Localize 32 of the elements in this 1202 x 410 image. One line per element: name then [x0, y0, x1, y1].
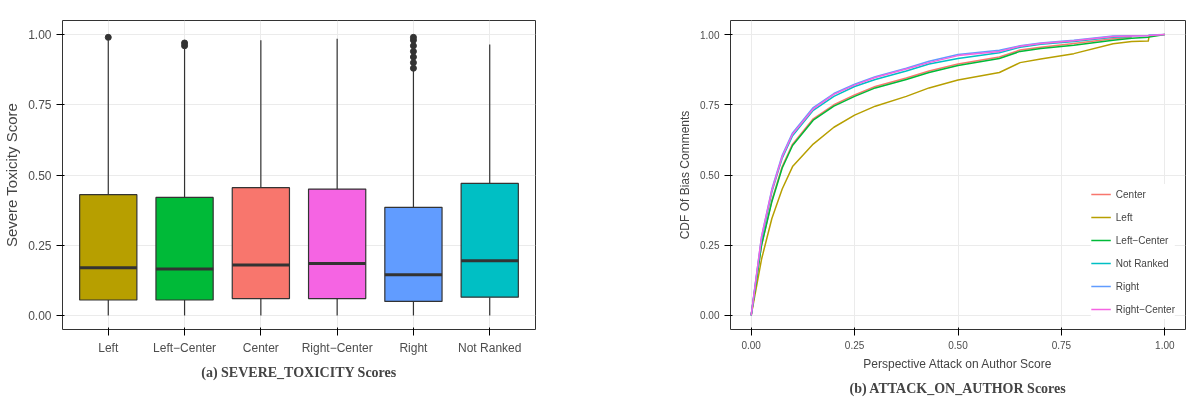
text: (a) SEVERE_TOXICITY Scores [201, 364, 397, 381]
y-tick-label: 0.50 [28, 168, 52, 183]
legend-label: Not Ranked [1115, 257, 1169, 269]
y-tick-label: 0.00 [28, 308, 52, 323]
x-tick-label: 0.00 [741, 339, 762, 351]
y-tick-label: 0.75 [28, 98, 52, 113]
x-tick-label: 1.00 [1155, 339, 1175, 351]
y-tick-label: 0.00 [700, 310, 720, 322]
legend-label: Center [1115, 188, 1146, 200]
x-tick-label: Center [242, 340, 279, 355]
y-tick-label: 1.00 [700, 29, 720, 41]
legend-label: Left−Center [1115, 234, 1169, 246]
y-tick-label: 0.25 [700, 240, 720, 252]
y-tick-label: 1.00 [28, 28, 52, 43]
y-tick-label: 0.25 [28, 238, 52, 253]
x-axis-title: Perspective Attack on Author Score [863, 356, 1052, 371]
y-tick-label: 0.75 [700, 99, 720, 111]
text: (b) ATTACK_ON_AUTHOR Scores [849, 380, 1067, 397]
x-tick-label: Left [98, 340, 119, 355]
x-tick-label: Left−Center [153, 340, 217, 355]
x-tick-label: 0.25 [844, 339, 865, 351]
x-tick-label: 0.75 [1051, 339, 1072, 351]
legend-label: Right−Center [1115, 303, 1175, 315]
legend-label: Left [1115, 211, 1134, 223]
x-tick-label: Right [399, 340, 429, 355]
y-axis-title: Severe Toxicity Score [3, 103, 21, 248]
y-axis-title: CDF Of Bias Comments [678, 110, 693, 240]
x-tick-label: Right−Center [301, 340, 373, 355]
legend-label: Right [1115, 280, 1140, 292]
x-tick-label: 0.50 [948, 339, 969, 351]
y-tick-label: 0.50 [700, 170, 720, 181]
x-tick-label: Not Ranked [458, 340, 522, 355]
